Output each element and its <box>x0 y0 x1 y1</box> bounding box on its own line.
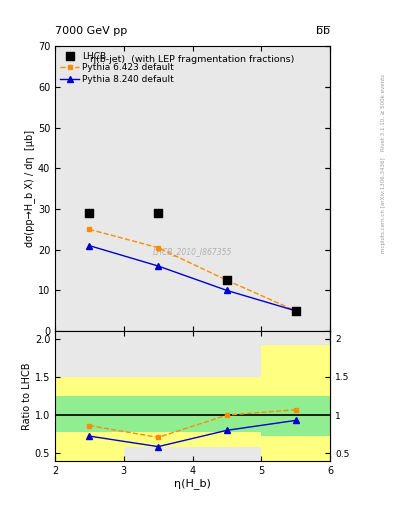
X-axis label: η(H_b): η(H_b) <box>174 478 211 489</box>
Text: Rivet 3.1.10, ≥ 500k events: Rivet 3.1.10, ≥ 500k events <box>381 74 386 151</box>
Text: 7000 GeV pp: 7000 GeV pp <box>55 26 127 36</box>
Y-axis label: Ratio to LHCB: Ratio to LHCB <box>22 362 32 430</box>
LHCB <box>224 276 230 284</box>
Text: mcplots.cern.ch [arXiv:1306.3436]: mcplots.cern.ch [arXiv:1306.3436] <box>381 157 386 252</box>
Text: η(b-jet)  (with LEP fragmentation fractions): η(b-jet) (with LEP fragmentation fractio… <box>90 55 295 63</box>
LHCB <box>293 307 299 315</box>
Pythia 6.423 default <box>87 226 92 232</box>
Pythia 8.240 default <box>87 243 92 249</box>
Text: LHCB_2010_I867355: LHCB_2010_I867355 <box>153 247 232 256</box>
Text: b̅b̅: b̅b̅ <box>316 26 330 36</box>
Pythia 8.240 default <box>156 263 161 269</box>
Pythia 8.240 default <box>225 287 230 293</box>
Y-axis label: dσ(pp→H_b X) / dη  [μb]: dσ(pp→H_b X) / dη [μb] <box>24 130 35 247</box>
Legend: LHCB, Pythia 6.423 default, Pythia 8.240 default: LHCB, Pythia 6.423 default, Pythia 8.240… <box>58 49 176 87</box>
Pythia 6.423 default <box>294 308 298 314</box>
LHCB <box>155 209 162 217</box>
Pythia 6.423 default <box>156 245 161 251</box>
LHCB <box>86 209 93 217</box>
Pythia 6.423 default <box>225 277 230 283</box>
Pythia 8.240 default <box>294 308 298 314</box>
Line: Pythia 8.240 default: Pythia 8.240 default <box>86 243 299 314</box>
Line: Pythia 6.423 default: Pythia 6.423 default <box>87 227 298 313</box>
